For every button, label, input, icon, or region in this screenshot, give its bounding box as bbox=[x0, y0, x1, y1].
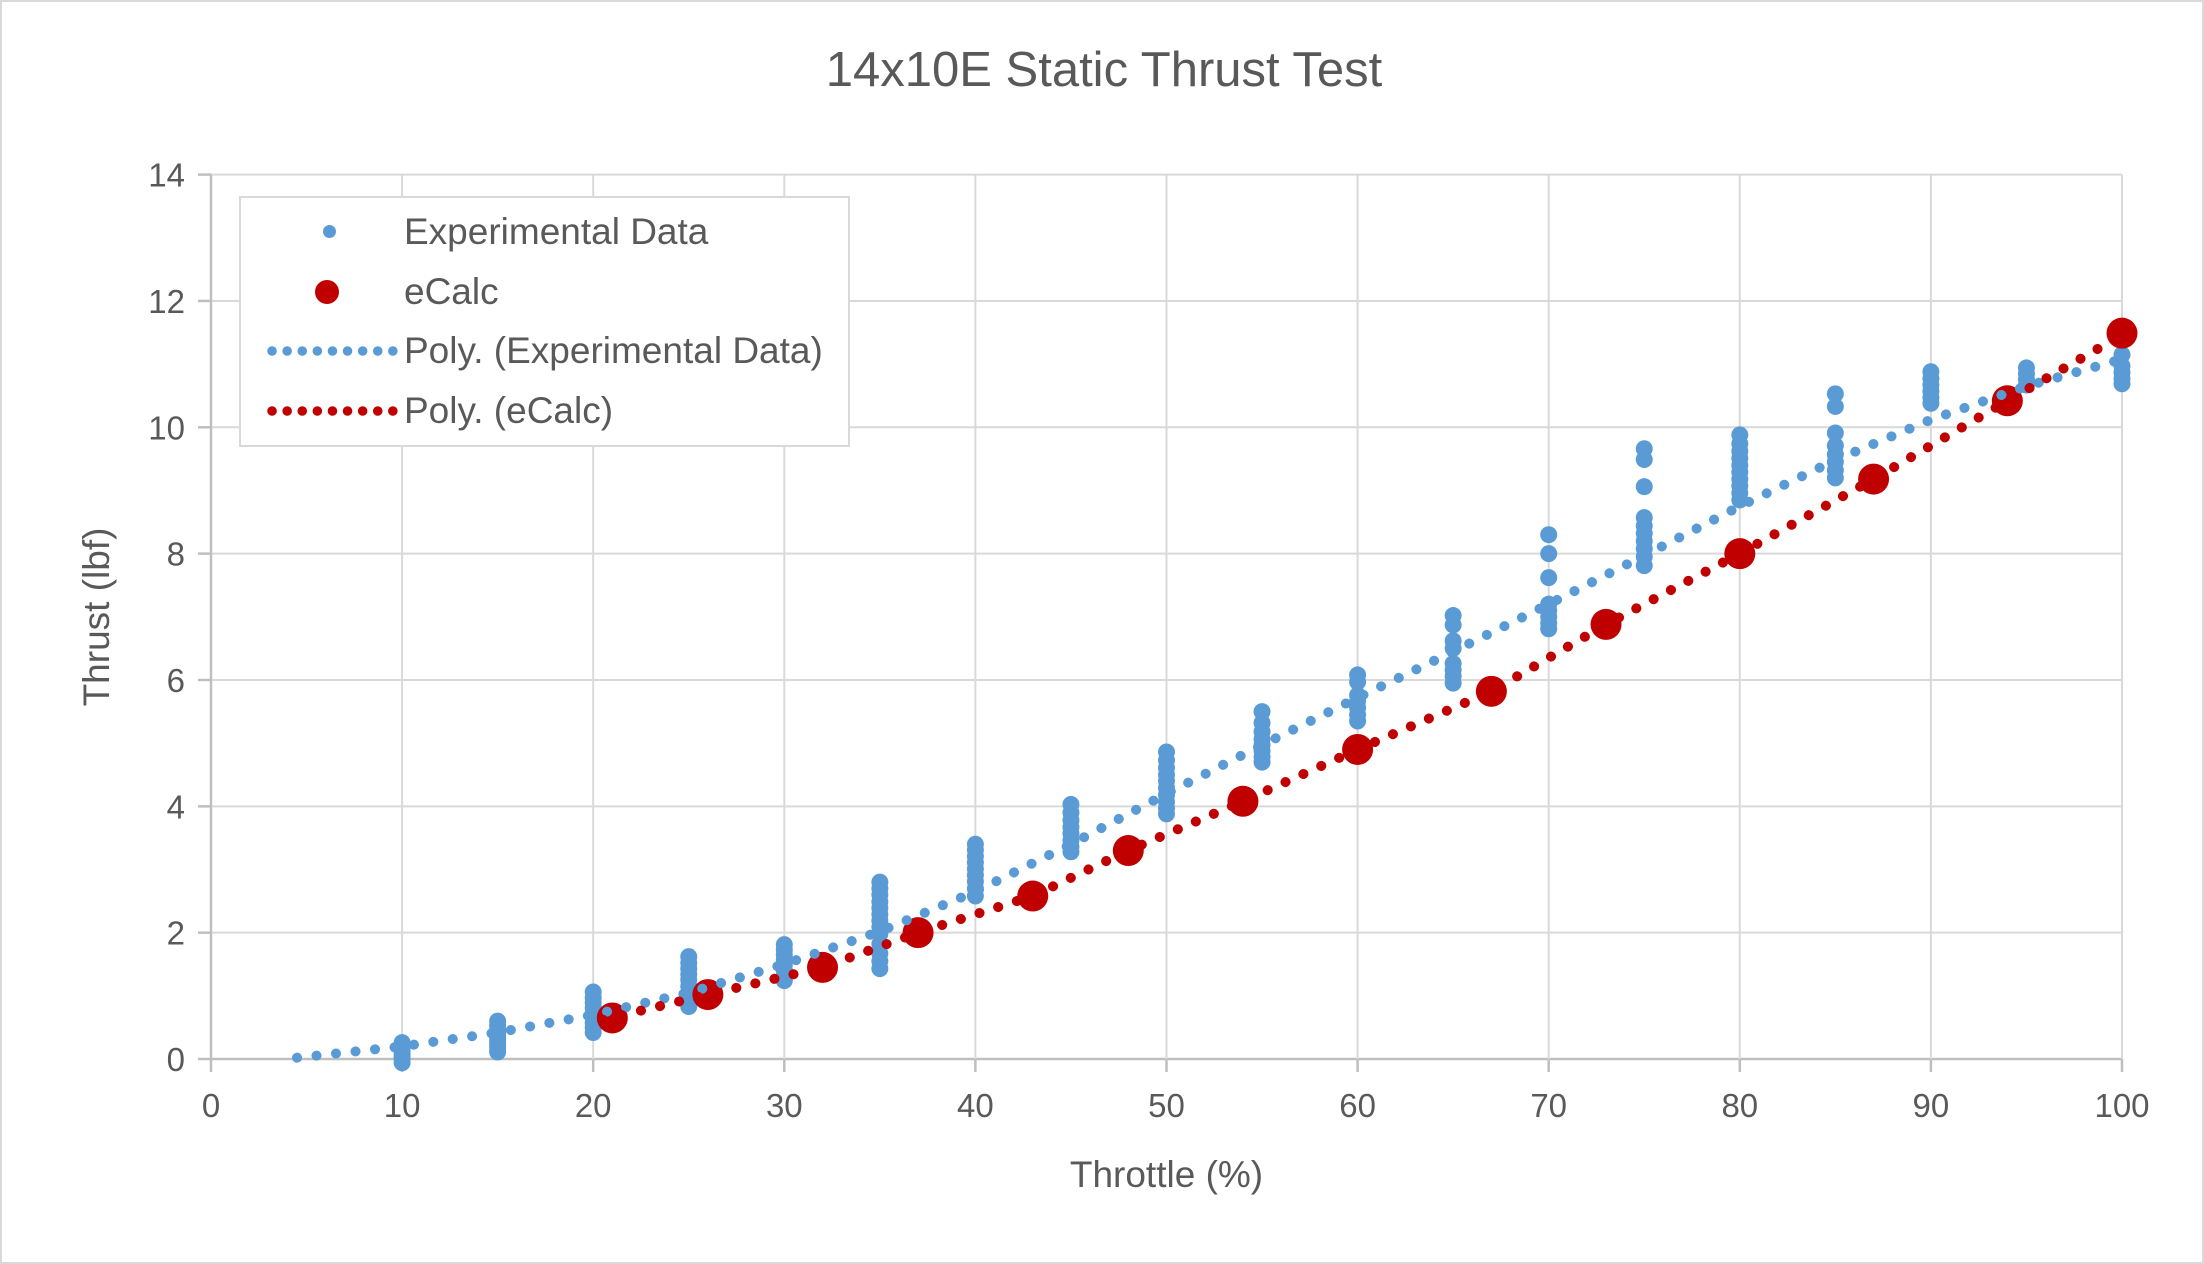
x-tick-label: 60 bbox=[1339, 1087, 1376, 1124]
legend-dot-marker-icon bbox=[241, 203, 404, 261]
y-tick-label: 12 bbox=[148, 283, 185, 320]
x-tick-label: 50 bbox=[1148, 1087, 1185, 1124]
x-tick-label: 90 bbox=[1913, 1087, 1950, 1124]
x-tick-label: 100 bbox=[2094, 1087, 2149, 1124]
legend-dotted-line-icon bbox=[241, 382, 404, 440]
y-tick-label: 0 bbox=[167, 1041, 185, 1078]
legend-label: eCalc bbox=[404, 270, 499, 312]
experimental-data-point bbox=[1826, 469, 1844, 487]
experimental-data-point bbox=[871, 960, 889, 978]
chart-title: 14x10E Static Thrust Test bbox=[825, 43, 1383, 97]
experimental-data-point bbox=[1444, 674, 1462, 692]
experimental-data-point bbox=[1731, 491, 1749, 509]
legend-entry: eCalc bbox=[241, 263, 848, 321]
legend-dot bbox=[315, 279, 339, 304]
experimental-data-point bbox=[1635, 478, 1653, 496]
experimental-data-point bbox=[2113, 375, 2131, 393]
experimental-data-point bbox=[1922, 394, 1940, 412]
legend-label: Poly. (Experimental Data) bbox=[404, 330, 823, 372]
x-tick-label: 0 bbox=[202, 1087, 220, 1124]
experimental-data-point bbox=[1826, 424, 1844, 442]
y-tick-label: 6 bbox=[167, 662, 185, 699]
experimental-data-point bbox=[680, 998, 698, 1016]
legend-line-sample bbox=[267, 406, 398, 416]
experimental-data-point bbox=[1158, 805, 1175, 823]
ecalc-data-point bbox=[902, 917, 934, 949]
x-tick-label: 40 bbox=[957, 1087, 994, 1124]
legend-label: Poly. (eCalc) bbox=[404, 390, 614, 432]
experimental-data-point bbox=[393, 1054, 411, 1072]
legend-entry: Poly. (eCalc) bbox=[241, 382, 848, 440]
x-tick-label: 30 bbox=[766, 1087, 803, 1124]
experimental-trendline bbox=[292, 351, 2137, 1063]
experimental-data-point bbox=[1253, 753, 1271, 771]
legend-entry: Experimental Data bbox=[241, 203, 848, 261]
legend-line-sample bbox=[267, 346, 398, 357]
x-tick-label: 80 bbox=[1721, 1087, 1758, 1124]
legend-dot bbox=[323, 225, 336, 239]
experimental-data-point bbox=[1540, 526, 1558, 544]
y-tick-label: 2 bbox=[167, 915, 185, 952]
legend-entry: Poly. (Experimental Data) bbox=[241, 322, 848, 380]
experimental-data-point bbox=[1444, 616, 1462, 634]
experimental-data-point bbox=[775, 972, 793, 990]
y-tick-label: 4 bbox=[167, 788, 185, 825]
y-axis-title: Thrust (lbf) bbox=[76, 527, 117, 707]
legend-dotted-line-icon bbox=[241, 322, 404, 380]
ecalc-trendline bbox=[597, 324, 2137, 1025]
experimental-data-point bbox=[1540, 569, 1558, 587]
legend: Experimental Data eCalc Poly. (Experimenta… bbox=[239, 196, 850, 447]
experimental-data-point bbox=[489, 1043, 507, 1061]
x-axis-title: Throttle (%) bbox=[1069, 1154, 1264, 1195]
x-tick-label: 20 bbox=[575, 1087, 612, 1124]
y-tick-label: 10 bbox=[148, 409, 185, 446]
x-tick-label: 10 bbox=[384, 1087, 421, 1124]
legend-label: Experimental Data bbox=[404, 210, 709, 252]
experimental-data-point bbox=[1349, 712, 1367, 730]
experimental-data-point bbox=[1826, 397, 1844, 415]
y-tick-label: 14 bbox=[148, 157, 185, 194]
legend-dot-marker-icon bbox=[241, 263, 404, 321]
experimental-data-point bbox=[1540, 620, 1558, 638]
experimental-data-point bbox=[584, 1023, 602, 1041]
experimental-data-point bbox=[1826, 385, 1844, 403]
experimental-data-point bbox=[1540, 545, 1558, 563]
experimental-data-point bbox=[1635, 557, 1653, 575]
x-tick-label: 70 bbox=[1530, 1087, 1567, 1124]
experimental-data-point bbox=[1349, 673, 1367, 691]
experimental-data-point bbox=[1635, 451, 1653, 469]
y-tick-label: 8 bbox=[167, 536, 185, 573]
